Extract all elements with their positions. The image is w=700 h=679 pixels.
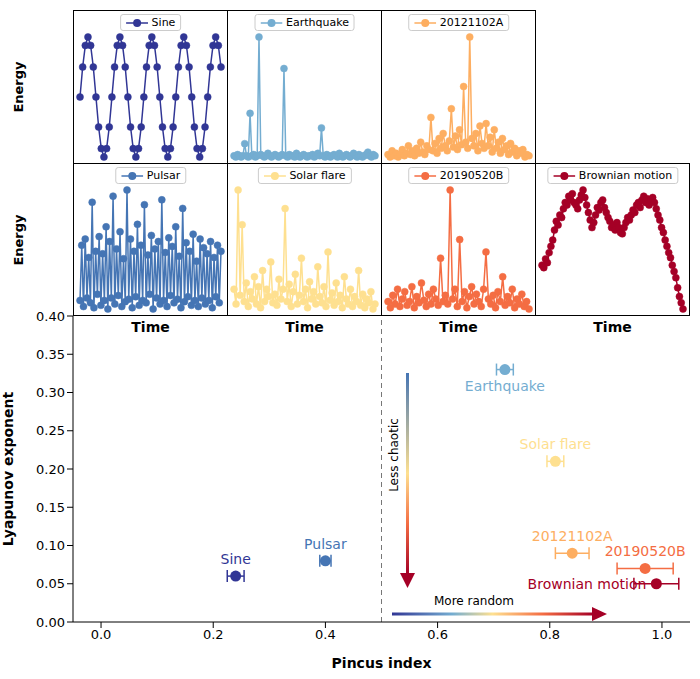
svg-text:Sine: Sine <box>221 551 251 567</box>
svg-text:Pincus index: Pincus index <box>332 655 432 671</box>
svg-text:0.10: 0.10 <box>36 538 65 553</box>
svg-text:0.15: 0.15 <box>36 500 65 515</box>
html-text:20190520B: 20190520B <box>439 169 504 182</box>
html-text:Time: Time <box>131 319 170 335</box>
html-text:20121102A: 20121102A <box>439 16 504 29</box>
html-text:Time: Time <box>439 319 478 335</box>
html-text:Pulsar: Pulsar <box>146 169 181 182</box>
svg-text:0.40: 0.40 <box>36 309 65 324</box>
svg-text:1.0: 1.0 <box>652 627 673 642</box>
svg-text:0.35: 0.35 <box>36 347 65 362</box>
svg-text:0.00: 0.00 <box>36 615 65 630</box>
html-text:Energy: Energy <box>10 61 26 113</box>
svg-text:0.0: 0.0 <box>91 627 112 642</box>
svg-text:Lyapunov exponent: Lyapunov exponent <box>8 391 16 546</box>
svg-text:More random: More random <box>434 594 514 608</box>
svg-text:Pulsar: Pulsar <box>304 536 347 552</box>
html-text:Sine: Sine <box>151 16 176 29</box>
svg-text:0.20: 0.20 <box>36 462 65 477</box>
svg-text:0.2: 0.2 <box>203 627 224 642</box>
svg-text:Solar flare: Solar flare <box>520 436 592 452</box>
svg-text:0.05: 0.05 <box>36 576 65 591</box>
svg-text:20121102A: 20121102A <box>532 528 613 544</box>
html-text:Earthquake: Earthquake <box>286 16 349 29</box>
svg-text:Earthquake: Earthquake <box>465 378 545 394</box>
svg-text:0.6: 0.6 <box>427 627 448 642</box>
html-text:Time: Time <box>285 319 324 335</box>
svg-text:0.25: 0.25 <box>36 423 65 438</box>
svg-text:20190520B: 20190520B <box>605 543 686 559</box>
svg-text:Brownian motion: Brownian motion <box>528 576 647 592</box>
svg-text:Less chaotic: Less chaotic <box>387 418 401 492</box>
svg-text:0.4: 0.4 <box>315 627 336 642</box>
svg-text:0.30: 0.30 <box>36 385 65 400</box>
svg-text:0.8: 0.8 <box>539 627 560 642</box>
html-text:Brownian motion: Brownian motion <box>578 169 673 182</box>
html-text:Time: Time <box>593 319 632 335</box>
html-text:Energy: Energy <box>10 213 26 266</box>
html-text:Solar flare: Solar flare <box>289 169 346 182</box>
